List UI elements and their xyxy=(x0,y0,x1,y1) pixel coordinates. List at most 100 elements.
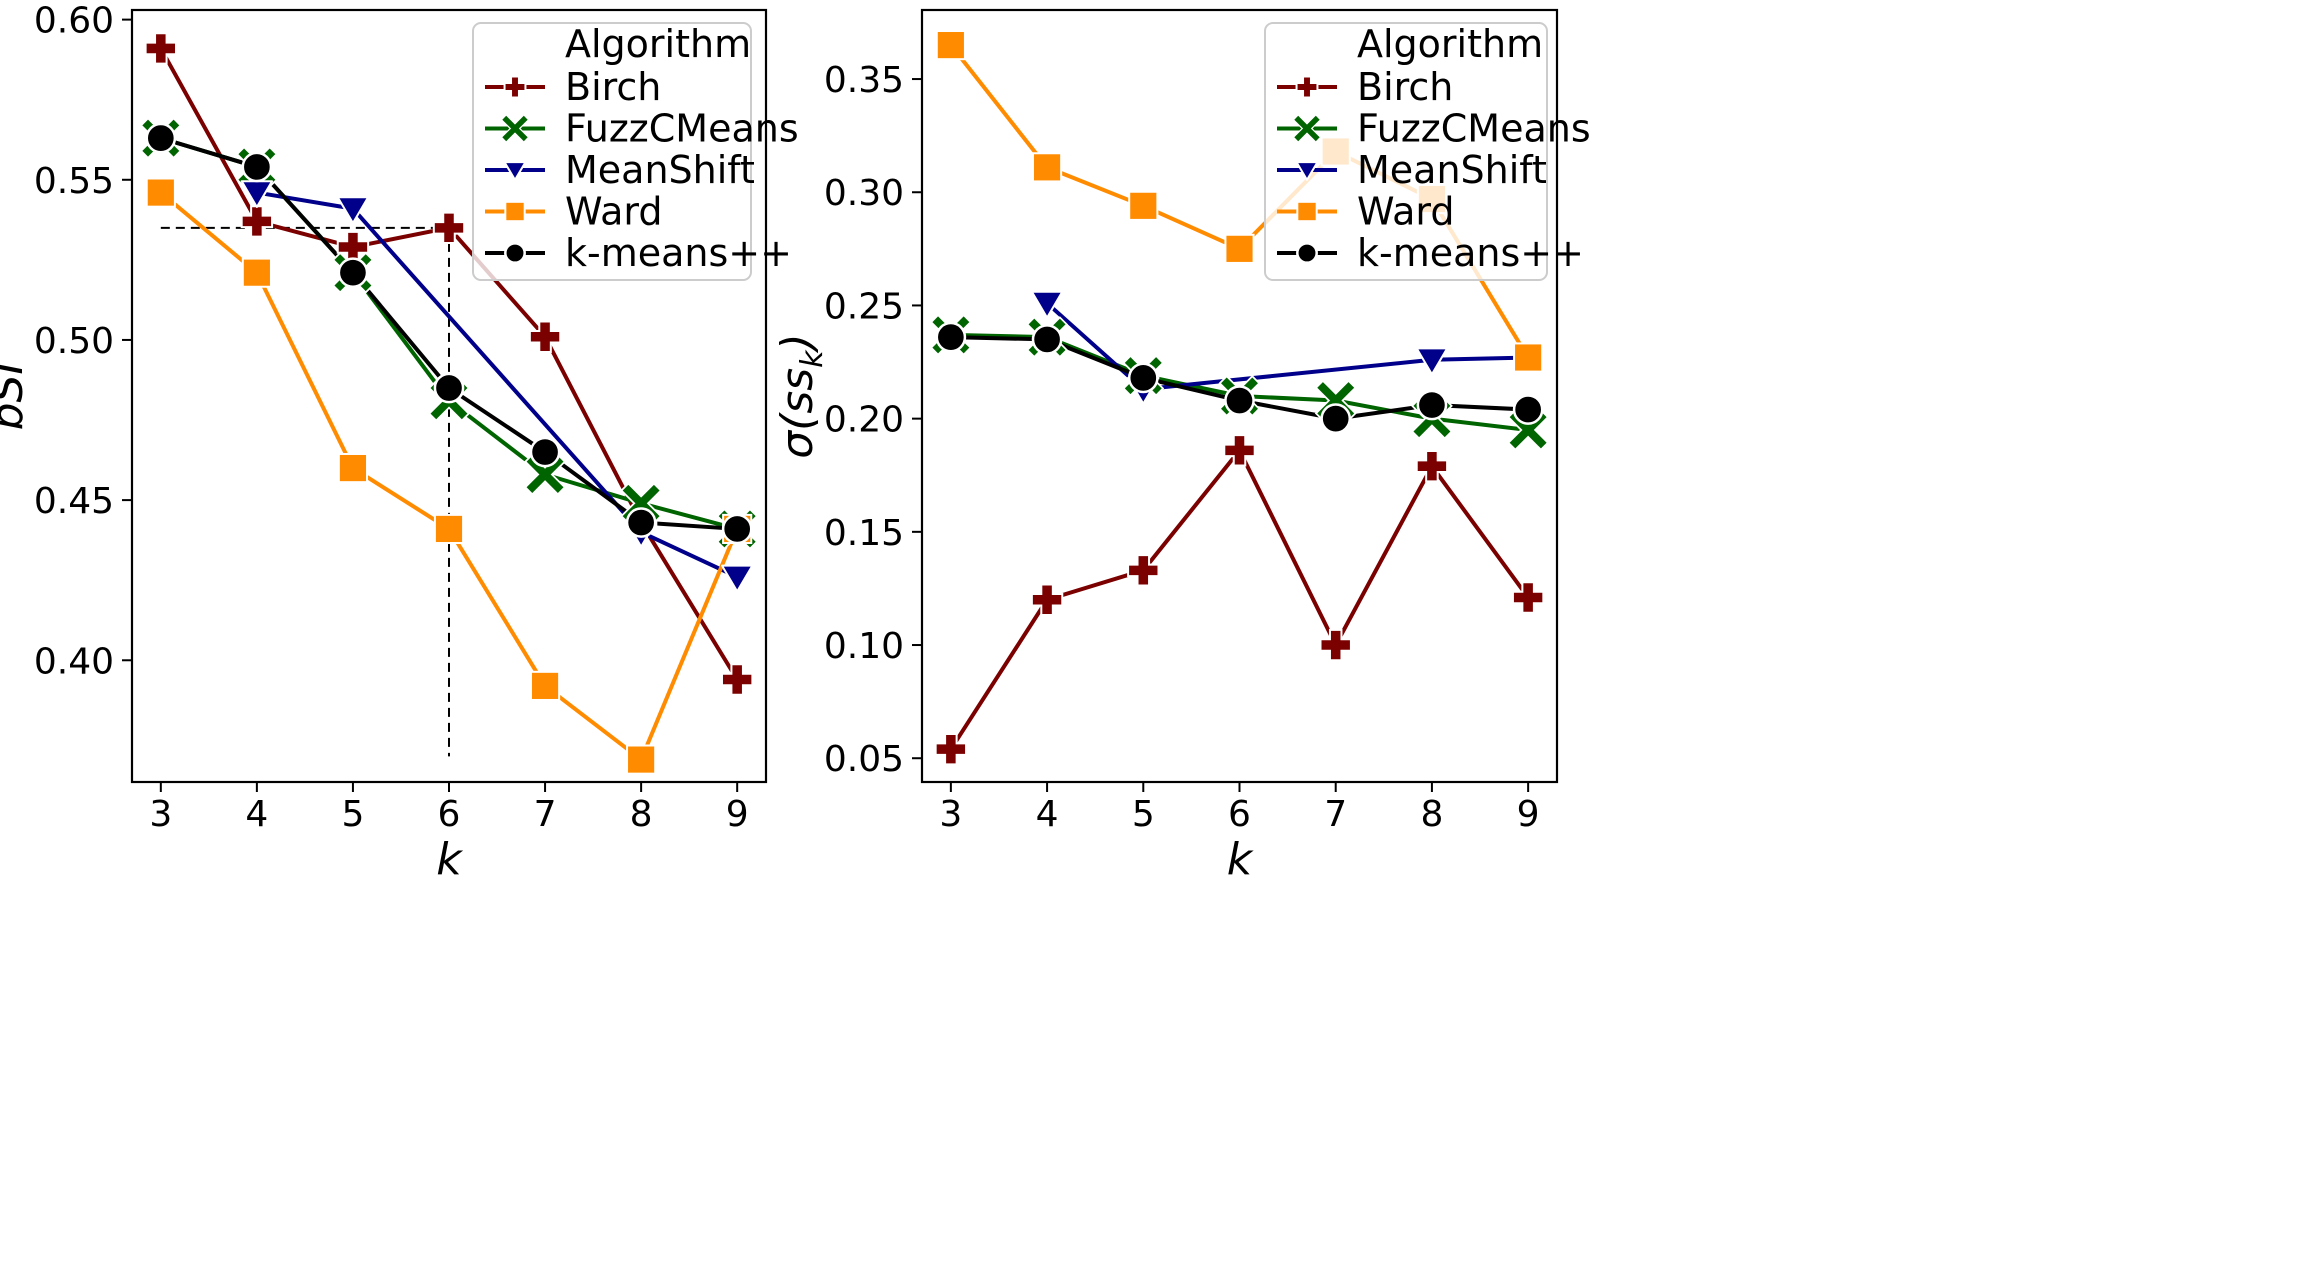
series-line-meanshift xyxy=(1045,301,1529,392)
legend-title: Algorithm xyxy=(565,22,751,66)
data-point-ward xyxy=(935,30,966,61)
legend-item-birch: Birch xyxy=(1277,65,1453,109)
data-point-ward xyxy=(1128,190,1159,221)
legend-label: MeanShift xyxy=(565,148,755,192)
y-axis-label: bSI xyxy=(0,362,33,431)
legend-label: FuzzCMeans xyxy=(1357,107,1591,151)
legend-label: Ward xyxy=(1357,190,1455,234)
legend-marker-ward xyxy=(504,200,526,223)
data-point-birch xyxy=(1319,628,1352,662)
panel-bsi: 3 4 5 6 7 8 9 0.40 0.45 0.50 0.55 0.60 k bSI Algorithm… xyxy=(0,1,799,885)
y-axis-label: σ(ssk) xyxy=(772,333,830,458)
data-point-birch xyxy=(1223,434,1256,467)
y-tick-label: 0.35 xyxy=(824,60,904,101)
data-point-birch xyxy=(720,663,754,696)
legend-item-fuzzcmeans: FuzzCMeans xyxy=(485,107,799,151)
x-tick-label: 7 xyxy=(1324,794,1347,835)
data-point-k-meanspp xyxy=(935,321,967,353)
y-tick-label: 0.10 xyxy=(824,626,904,667)
y-tick-label: 0.40 xyxy=(34,641,114,682)
data-point-k-meanspp xyxy=(145,122,177,154)
legend-label: k-means++ xyxy=(1357,231,1584,275)
legend-item-k-meanspp: k-means++ xyxy=(1277,231,1584,275)
legend-title: Algorithm xyxy=(1357,22,1543,66)
data-point-k-meanspp xyxy=(721,513,753,545)
series-line-meanshift xyxy=(256,190,739,579)
legend-marker-k-meanspp xyxy=(504,242,526,264)
y-tick-label: 0.20 xyxy=(824,400,904,441)
y-tick-label: 0.60 xyxy=(34,1,114,42)
x-tick-label: 9 xyxy=(1517,794,1540,835)
legend-marker-birch xyxy=(1295,75,1319,99)
legend-label: Birch xyxy=(565,65,661,109)
x-tick-label: 6 xyxy=(1228,794,1251,835)
x-tick-label: 6 xyxy=(438,794,461,835)
legend-marker-ward xyxy=(1296,200,1318,223)
y-tick-label: 0.55 xyxy=(34,161,114,202)
data-point-ward xyxy=(145,177,176,208)
x-tick-label: 3 xyxy=(939,794,962,835)
data-point-birch xyxy=(1511,581,1545,614)
legend-item-meanshift: MeanShift xyxy=(485,148,755,192)
data-point-k-meanspp xyxy=(1512,394,1544,425)
data-point-k-meanspp xyxy=(1031,324,1063,355)
data-point-k-meanspp xyxy=(1320,403,1352,434)
data-point-meanshift xyxy=(1030,290,1064,319)
panel-sigma: 3 4 5 6 7 8 9 0.05 0.10 0.15 0.20 0.25 0.30 0.35 k σ(ss… xyxy=(772,8,1591,885)
data-point-birch xyxy=(934,732,968,766)
data-point-birch xyxy=(1415,449,1449,483)
data-point-k-meanspp xyxy=(433,372,465,404)
data-point-ward xyxy=(337,452,369,484)
legend-item-k-meanspp: k-means++ xyxy=(485,231,792,275)
legend-item-fuzzcmeans: FuzzCMeans xyxy=(1277,107,1591,151)
data-point-meanshift xyxy=(336,196,370,225)
data-point-k-meanspp xyxy=(241,151,273,183)
data-point-meanshift xyxy=(720,564,754,593)
legend-label: FuzzCMeans xyxy=(565,107,799,151)
legend-marker-meanshift xyxy=(503,161,527,181)
y-tick-label: 0.25 xyxy=(824,286,904,327)
legend-label: k-means++ xyxy=(565,231,792,275)
x-axis-label: k xyxy=(436,834,463,885)
data-point-ward xyxy=(1513,342,1544,373)
legend-marker-fuzzcmeans xyxy=(500,114,530,143)
data-point-k-meanspp xyxy=(1416,389,1448,421)
data-point-k-meanspp xyxy=(1127,362,1159,394)
legend-marker-k-meanspp xyxy=(1296,242,1318,264)
x-tick-label: 8 xyxy=(630,794,653,835)
y-tick-label: 0.05 xyxy=(824,739,904,780)
data-point-ward xyxy=(1224,233,1255,264)
data-point-k-meanspp xyxy=(529,436,561,468)
legend-item-meanshift: MeanShift xyxy=(1277,148,1547,192)
legend-label: MeanShift xyxy=(1357,148,1547,192)
data-point-meanshift xyxy=(1415,347,1449,376)
data-point-birch xyxy=(240,205,274,238)
legend-label: Ward xyxy=(565,190,663,234)
x-tick-label: 7 xyxy=(534,794,557,835)
data-point-ward xyxy=(1031,152,1063,183)
x-tick-label: 9 xyxy=(726,794,749,835)
x-tick-label: 4 xyxy=(245,794,268,835)
legend: AlgorithmBirchFuzzCMeansMeanShiftWardk-m… xyxy=(1264,22,1591,281)
y-tick-label: 0.45 xyxy=(34,481,114,522)
legend-marker-meanshift xyxy=(1295,161,1319,181)
x-tick-label: 5 xyxy=(341,794,364,835)
legend-marker-birch xyxy=(503,75,527,99)
data-point-birch xyxy=(1030,583,1064,616)
data-point-ward xyxy=(626,744,657,775)
data-point-k-meanspp xyxy=(1224,385,1255,416)
data-point-birch xyxy=(432,211,466,245)
legend: AlgorithmBirchFuzzCMeansMeanShiftWardk-m… xyxy=(472,22,799,281)
data-point-ward xyxy=(241,257,272,288)
legend-label: Birch xyxy=(1357,65,1453,109)
legend-item-ward: Ward xyxy=(1277,190,1455,234)
y-tick-label: 0.50 xyxy=(34,321,114,362)
data-point-k-meanspp xyxy=(625,507,657,538)
legend-item-ward: Ward xyxy=(485,190,663,234)
x-tick-label: 3 xyxy=(149,794,172,835)
data-point-birch xyxy=(528,320,562,353)
x-tick-label: 8 xyxy=(1420,794,1443,835)
data-point-birch xyxy=(144,32,178,65)
y-tick-label: 0.30 xyxy=(824,173,904,214)
